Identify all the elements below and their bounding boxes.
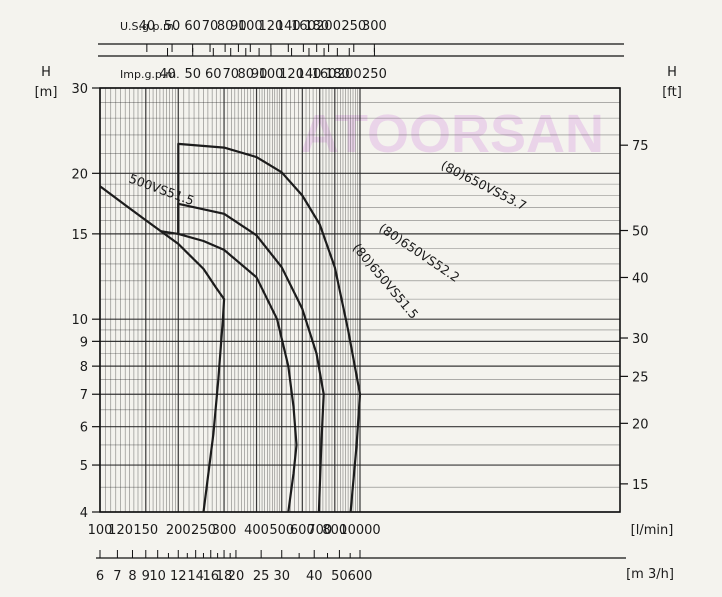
usgpm-axis-tick-label: 90	[230, 19, 247, 34]
bottom-axis-tick-label: 250	[191, 523, 216, 538]
bottom-axis-tick-label: 700	[307, 523, 332, 538]
bottom-axis-tick-label: 300	[212, 523, 237, 538]
m3h-axis-tick-label: 30	[273, 569, 290, 584]
curve-label-1: 500VS51.5	[127, 171, 196, 208]
impgpm-axis-tick-label: 180	[325, 67, 350, 82]
usgpm-axis-tick-label: 70	[202, 19, 219, 34]
impgpm-axis-tick-label: 140	[297, 67, 322, 82]
left-axis-tick-label: 9	[80, 335, 88, 350]
impgpm-axis-tick-label: 200	[337, 67, 362, 82]
impgpm-axis-tick-label: 40	[159, 67, 176, 82]
usgpm-axis-tick-label: 120	[258, 19, 283, 34]
m3h-axis-tick-label: 25	[253, 569, 270, 584]
usgpm-axis-tick-label: 40	[139, 19, 156, 34]
left-axis-tick-label: 5	[80, 459, 88, 474]
right-axis-label: H	[667, 65, 677, 80]
usgpm-axis-tick-label: 250	[341, 19, 366, 34]
right-axis-tick-label: 15	[632, 478, 649, 493]
curve-2	[159, 230, 298, 513]
left-axis-tick-label: 20	[71, 167, 88, 182]
curve-1	[99, 185, 226, 513]
right-axis-tick-label: 30	[632, 332, 649, 347]
usgpm-axis-tick-label: 140	[276, 19, 301, 34]
bottom-axis-tick-label: 150	[133, 523, 158, 538]
right-axis-unit: [ft]	[662, 85, 682, 100]
m3h-axis-tick-label: 8	[128, 569, 136, 584]
impgpm-axis-tick-label: 70	[222, 67, 239, 82]
impgpm-axis-tick-label: 100	[259, 67, 284, 82]
performance-curves	[99, 142, 362, 513]
usgpm-axis-tick-label: 300	[362, 19, 387, 34]
left-axis-unit: [m]	[35, 85, 58, 100]
left-axis-tick-label: 15	[71, 228, 88, 243]
curve-3	[177, 202, 325, 513]
left-axis-tick-label: 6	[80, 421, 88, 436]
impgpm-axis-tick-label: 90	[251, 67, 268, 82]
curve-4	[177, 142, 362, 513]
axes	[92, 43, 628, 559]
impgpm-axis-tick-label: 80	[238, 67, 255, 82]
usgpm-axis-tick-label: 80	[217, 19, 234, 34]
m3h-axis-tick-label: 6	[96, 569, 104, 584]
m3h-axis-tick-label: 7	[113, 569, 121, 584]
m3h-axis-tick-label: 14	[187, 569, 204, 584]
impgpm-axis-tick-label: 60	[205, 67, 222, 82]
impgpm-axis-tick-label: 120	[279, 67, 304, 82]
m3h-axis-tick-label: 18	[216, 569, 233, 584]
m3h-axis-tick-label: 600	[348, 569, 373, 584]
m3h-axis-tick-label: 50	[331, 569, 348, 584]
m3h-axis-unit: [m 3/h]	[626, 567, 674, 582]
grid-lines	[99, 87, 620, 513]
bottom-axis-tick-label: 500	[269, 523, 294, 538]
curve-label-4: (80)650VS53.7	[439, 157, 529, 213]
usgpm-axis-tick-label: 200	[316, 19, 341, 34]
m3h-axis-tick-label: 20	[228, 569, 245, 584]
plot-frame	[99, 87, 621, 513]
usgpm-axis-tick-label: 60	[184, 19, 201, 34]
left-axis-label: H	[41, 65, 51, 80]
bottom-axis-tick-label: 800	[322, 523, 347, 538]
left-axis-tick-label: 7	[80, 388, 88, 403]
left-axis-tick-label: 4	[80, 506, 88, 521]
m3h-axis-tick-label: 40	[306, 569, 323, 584]
m3h-axis-tick-label: 12	[170, 569, 187, 584]
usgpm-axis-tick-label: 100	[238, 19, 263, 34]
right-axis-tick-label: 40	[632, 271, 649, 286]
right-axis-tick-label: 20	[632, 417, 649, 432]
bottom-axis-unit: [l/min]	[631, 523, 674, 538]
bottom-axis-tick-label: 120	[108, 523, 133, 538]
bottom-axis-tick-label: 200	[166, 523, 191, 538]
bottom-axis-tick-label: 600	[290, 523, 315, 538]
bottom-axis-tick-label: 100	[88, 523, 113, 538]
m3h-axis-tick-label: 9	[142, 569, 150, 584]
left-axis-tick-label: 8	[80, 360, 88, 375]
right-axis-tick-label: 75	[632, 139, 649, 154]
left-axis-tick-label: 10	[71, 313, 88, 328]
curve-labels: 500VS51.5(80)650VS51.5(80)650VS52.2(80)6…	[127, 157, 529, 322]
impgpm-axis-tick-label: 160	[312, 67, 337, 82]
impgpm-axis-label: Imp.g.p.m.	[120, 68, 180, 81]
usgpm-axis-tick-label: 50	[164, 19, 181, 34]
usgpm-axis-label: U.S.g.p.m.	[120, 20, 177, 33]
tick-labels: 45678910152030H[m]15202530405075H[ft]100…	[35, 19, 682, 584]
bottom-axis-tick-label: 10000	[339, 523, 380, 538]
right-axis-tick-label: 25	[632, 370, 649, 385]
impgpm-axis-tick-label: 50	[184, 67, 201, 82]
left-axis-tick-label: 30	[71, 82, 88, 97]
m3h-axis-tick-label: 10	[149, 569, 166, 584]
bottom-axis-tick-label: 400	[244, 523, 269, 538]
m3h-axis-tick-label: 16	[202, 569, 219, 584]
right-axis-tick-label: 50	[632, 225, 649, 240]
usgpm-axis-tick-label: 180	[304, 19, 329, 34]
impgpm-axis-tick-label: 250	[362, 67, 387, 82]
usgpm-axis-tick-label: 160	[291, 19, 316, 34]
